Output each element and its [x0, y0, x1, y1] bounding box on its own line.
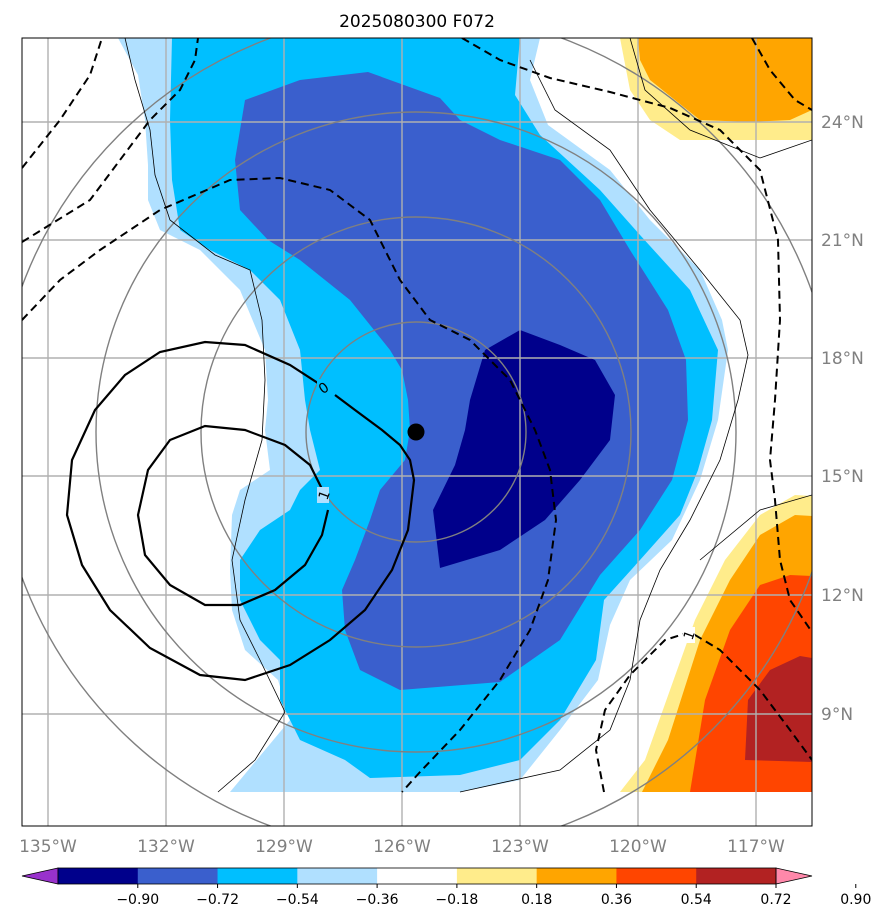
colorbar-tick-label: 0.90	[840, 892, 871, 908]
lat-label-24n: 24°N	[821, 113, 864, 133]
colorbar-tick-label: 0.18	[521, 892, 552, 908]
fill-orange-ne	[638, 38, 812, 122]
colorbar-outline	[57, 867, 777, 885]
colorbar-segment	[456, 868, 538, 884]
dashed-contours	[22, 38, 812, 793]
thin-outline-contours	[124, 38, 812, 793]
lon-label-120w: 120°W	[609, 837, 667, 857]
fill-royal-blue-region	[235, 72, 688, 690]
lon-label-123w: 123°W	[491, 837, 549, 857]
colorbar-extend-low	[21, 867, 59, 885]
range-rings	[22, 38, 812, 826]
colorbar-tick-label: −0.18	[435, 892, 478, 908]
colorbar-segment	[217, 868, 298, 884]
colorbar-tick-label: −0.90	[116, 892, 159, 908]
colorbar-tick-label: −0.36	[356, 892, 399, 908]
colorbar-tick-label: −0.54	[276, 892, 319, 908]
colorbar-segment	[58, 868, 139, 884]
lat-label-9n: 9°N	[821, 705, 853, 725]
colorbar-tick-label: 0.36	[601, 892, 632, 908]
colorbar-segment	[377, 868, 458, 884]
solid-contours	[65, 340, 416, 682]
colorbar-segment	[137, 868, 219, 884]
latitude-labels: 24°N 21°N 18°N 15°N 12°N 9°N	[821, 113, 864, 725]
storm-center-marker	[407, 423, 425, 441]
colorbar-segment	[696, 868, 777, 884]
figure-title: 2025080300 F072	[339, 12, 495, 32]
colorbar-extend-high	[775, 867, 813, 885]
colorbar-segment	[536, 868, 617, 884]
map-area: 0 1 1	[22, 38, 812, 826]
colorbar: −0.90 −0.72 −0.54 −0.36 −0.18 0.18 0.36 0.54 0.7…	[21, 867, 871, 908]
contour-one	[136, 424, 330, 607]
gridlines	[22, 38, 812, 826]
lon-label-126w: 126°W	[373, 837, 431, 857]
lat-label-21n: 21°N	[821, 231, 864, 251]
contour-label-group: 0 1 1	[316, 379, 699, 643]
lon-label-132w: 132°W	[137, 837, 195, 857]
lat-label-15n: 15°N	[821, 467, 864, 487]
colorbar-segment	[616, 868, 697, 884]
contour-zero	[65, 340, 416, 682]
colorbar-segment	[297, 868, 378, 884]
colorbar-tick-label: 0.54	[681, 892, 712, 908]
longitude-labels: 135°W 132°W 129°W 126°W 123°W 120°W 117°…	[19, 837, 785, 857]
colorbar-tick-label: −0.72	[196, 892, 239, 908]
lat-label-18n: 18°N	[821, 349, 864, 369]
lon-label-135w: 135°W	[19, 837, 77, 857]
map-frame	[21, 37, 813, 827]
lon-label-117w: 117°W	[727, 837, 785, 857]
colorbar-tick-label: 0.72	[760, 892, 791, 908]
lat-label-12n: 12°N	[821, 586, 864, 606]
lon-label-129w: 129°W	[255, 837, 313, 857]
